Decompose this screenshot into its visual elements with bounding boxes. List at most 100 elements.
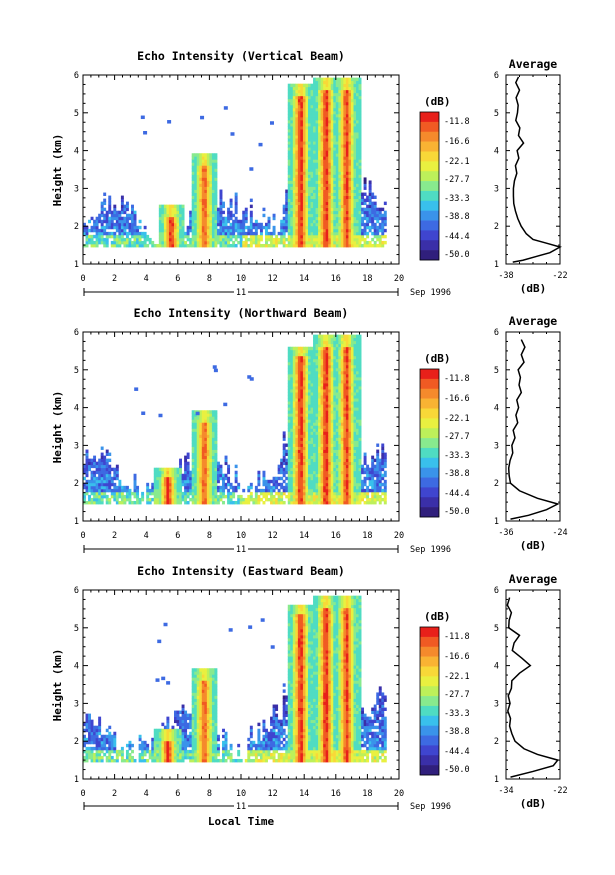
heatmap-cell	[345, 141, 349, 145]
heatmap-cell	[323, 352, 327, 357]
heatmap-cell	[247, 500, 251, 505]
heatmap-cell	[158, 482, 162, 487]
heatmap-cell	[290, 219, 294, 224]
heatmap-cell	[229, 216, 233, 221]
heatmap-cell	[214, 461, 218, 466]
heatmap-cell	[143, 240, 147, 245]
heatmap-cell	[191, 240, 195, 245]
heatmap-cell	[189, 473, 193, 478]
heatmap-cell	[229, 497, 233, 502]
heatmap-cell	[249, 231, 253, 236]
heatmap-cell	[343, 237, 347, 242]
heatmap-cell	[201, 479, 205, 484]
heatmap-cell	[290, 116, 294, 121]
heatmap-cell	[209, 473, 213, 478]
heatmap-cell	[318, 431, 322, 435]
heatmap-cell	[290, 138, 294, 142]
heatmap-cell	[176, 207, 180, 212]
heatmap-cell	[189, 488, 193, 493]
heatmap-cell	[325, 395, 329, 399]
heatmap-cell	[325, 352, 329, 357]
heatmap-cell	[204, 494, 208, 499]
heatmap-cell	[287, 395, 291, 399]
heatmap-cell	[95, 467, 99, 472]
heatmap-cell	[295, 141, 299, 145]
heatmap-cell	[383, 219, 387, 224]
heatmap-cell	[163, 479, 167, 484]
heatmap-cell	[315, 455, 319, 460]
heatmap-cell	[201, 237, 205, 242]
heatmap-cell	[318, 126, 322, 130]
heatmap-cell	[272, 497, 276, 502]
heatmap-cell	[313, 174, 316, 178]
heatmap-cell	[318, 177, 322, 181]
heatmap-cell	[358, 107, 362, 112]
heatmap-cell	[252, 497, 256, 502]
heatmap-cell	[292, 413, 296, 417]
heatmap-cell	[295, 346, 299, 351]
heatmap-cell	[191, 159, 195, 163]
heatmap-cell	[158, 204, 162, 209]
heatmap-cell	[206, 491, 210, 496]
heatmap-cell	[269, 121, 274, 125]
heatmap-cell	[194, 476, 198, 481]
heatmap-cell	[320, 240, 324, 245]
heatmap-cell	[230, 132, 235, 136]
heatmap-cell	[371, 204, 375, 209]
heatmap-cell	[257, 470, 261, 475]
heatmap-cell	[361, 237, 365, 242]
heatmap-cell	[343, 186, 347, 190]
heatmap-cell	[179, 488, 182, 493]
heatmap-cell	[295, 195, 299, 199]
heatmap-cell	[110, 210, 114, 215]
heatmap-cell	[211, 204, 215, 209]
heatmap-cell	[333, 123, 337, 127]
heatmap-cell	[307, 180, 311, 184]
heatmap-cell	[325, 443, 329, 447]
heatmap-cell	[302, 425, 306, 429]
heatmap-cell	[330, 165, 334, 169]
heatmap-cell	[211, 431, 215, 435]
heatmap-cell	[302, 225, 306, 230]
heatmap-cell	[285, 210, 289, 215]
heatmap-cell	[381, 243, 385, 248]
heatmap-cell	[292, 485, 296, 490]
heatmap-cell	[211, 216, 215, 221]
heatmap-cell	[297, 144, 301, 148]
heatmap-cell	[373, 225, 377, 230]
heatmap-cell	[340, 189, 344, 193]
heatmap-cell	[206, 228, 210, 233]
heatmap-cell	[176, 234, 180, 239]
heatmap-cell	[333, 422, 337, 426]
heatmap-cell	[196, 183, 200, 187]
heatmap-cell	[307, 98, 311, 103]
heatmap-cell	[310, 482, 314, 487]
heatmap-cell	[358, 189, 362, 193]
heatmap-cell	[292, 159, 296, 163]
heatmap-cell	[343, 77, 347, 82]
heatmap-cell	[206, 195, 210, 199]
heatmap-cell	[348, 201, 352, 206]
heatmap-cell	[287, 174, 291, 178]
heatmap-cell	[227, 213, 231, 218]
heatmap-cell	[163, 231, 167, 236]
heatmap-cell	[345, 231, 349, 236]
heatmap-cell	[136, 488, 140, 493]
heatmap-cell	[353, 86, 357, 91]
heatmap-cell	[128, 237, 132, 242]
heatmap-cell	[211, 437, 215, 441]
heatmap-cell	[191, 437, 195, 441]
heatmap-cell	[295, 389, 299, 393]
heatmap-cell	[95, 476, 99, 481]
heatmap-cell	[328, 407, 332, 411]
heatmap-cell	[209, 240, 213, 245]
heatmap-cell	[211, 464, 215, 469]
heatmap-cell	[348, 225, 352, 230]
heatmap-cell	[88, 488, 91, 493]
heatmap-cell	[305, 141, 309, 145]
heatmap-cell	[297, 141, 301, 145]
heatmap-cell	[194, 428, 198, 432]
heatmap-cell	[340, 237, 344, 242]
heatmap-cell	[295, 431, 299, 435]
heatmap-cell	[307, 383, 311, 387]
